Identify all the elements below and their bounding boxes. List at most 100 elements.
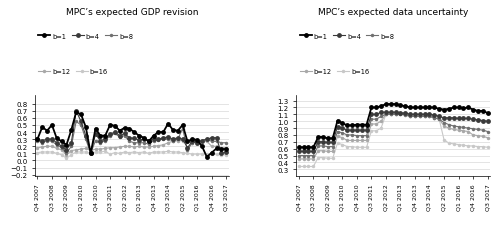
b=4 (175, 137, 181, 140)
b=1 (296, 146, 302, 149)
b=8 (102, 140, 108, 143)
b=8 (306, 154, 312, 158)
b=16 (122, 151, 128, 154)
b=16 (112, 151, 118, 154)
b=12 (68, 149, 74, 152)
b=12 (156, 144, 162, 147)
b=12 (122, 145, 128, 148)
b=8 (116, 136, 122, 139)
b=8 (170, 140, 176, 143)
b=12 (184, 141, 190, 144)
b=8 (398, 113, 404, 116)
b=1 (122, 127, 128, 130)
b=4 (470, 118, 476, 121)
b=4 (34, 138, 40, 141)
Line: b=8: b=8 (297, 113, 490, 158)
b=4 (417, 113, 423, 116)
b=1 (417, 107, 423, 110)
b=4 (83, 135, 89, 138)
b=4 (426, 113, 432, 116)
b=4 (373, 113, 380, 116)
Line: b=1: b=1 (35, 110, 228, 160)
b=4 (475, 119, 481, 122)
b=12 (388, 113, 394, 116)
b=16 (136, 151, 142, 154)
b=16 (325, 157, 331, 160)
b=4 (199, 140, 205, 143)
b=4 (194, 142, 200, 145)
b=12 (422, 115, 428, 118)
b=8 (199, 140, 205, 143)
b=8 (126, 140, 132, 143)
b=8 (165, 138, 171, 141)
b=1 (102, 135, 108, 138)
b=4 (223, 151, 229, 154)
b=16 (49, 151, 55, 154)
b=8 (160, 138, 166, 141)
b=12 (73, 149, 79, 152)
b=12 (398, 113, 404, 116)
b=4 (383, 111, 389, 114)
b=12 (320, 150, 326, 153)
b=4 (484, 120, 490, 123)
b=12 (40, 146, 46, 149)
b=8 (54, 144, 60, 147)
b=16 (349, 145, 355, 148)
b=16 (131, 151, 137, 154)
b=16 (58, 154, 64, 157)
b=16 (156, 151, 162, 154)
b=12 (436, 118, 442, 121)
b=8 (426, 115, 432, 118)
b=4 (107, 133, 113, 136)
b=12 (107, 147, 113, 150)
b=1 (402, 105, 408, 108)
b=12 (407, 115, 413, 118)
b=4 (432, 114, 438, 117)
b=16 (480, 145, 486, 148)
b=4 (325, 141, 331, 144)
b=16 (475, 145, 481, 148)
b=16 (34, 151, 40, 154)
b=8 (40, 142, 46, 145)
b=1 (180, 124, 186, 127)
b=1 (98, 135, 103, 138)
b=1 (126, 128, 132, 131)
b=4 (354, 129, 360, 132)
b=1 (58, 140, 64, 143)
b=12 (432, 117, 438, 120)
b=12 (330, 150, 336, 153)
b=4 (450, 117, 456, 120)
b=16 (296, 165, 302, 168)
b=1 (484, 112, 490, 115)
b=16 (150, 151, 156, 154)
b=4 (92, 133, 98, 136)
Line: b=4: b=4 (296, 110, 490, 154)
b=16 (402, 113, 408, 116)
b=8 (150, 140, 156, 143)
b=8 (373, 118, 380, 121)
b=8 (388, 113, 394, 116)
b=1 (223, 148, 229, 151)
b=16 (175, 151, 181, 154)
Text: MPC’s expected GDP revision: MPC’s expected GDP revision (66, 8, 198, 17)
b=16 (441, 139, 447, 142)
b=16 (446, 142, 452, 145)
Legend: b=1, b=4, b=8: b=1, b=4, b=8 (38, 34, 133, 40)
b=4 (392, 111, 398, 114)
b=16 (204, 153, 210, 156)
b=4 (436, 115, 442, 118)
b=16 (126, 151, 132, 154)
b=8 (330, 145, 336, 148)
b=4 (131, 137, 137, 140)
b=1 (92, 128, 98, 131)
b=1 (441, 109, 447, 112)
b=16 (417, 115, 423, 118)
b=1 (170, 129, 176, 132)
b=1 (107, 124, 113, 127)
b=12 (378, 120, 384, 123)
b=8 (446, 124, 452, 127)
b=8 (88, 152, 94, 155)
b=16 (460, 144, 466, 147)
b=8 (300, 154, 306, 158)
b=12 (98, 148, 103, 151)
